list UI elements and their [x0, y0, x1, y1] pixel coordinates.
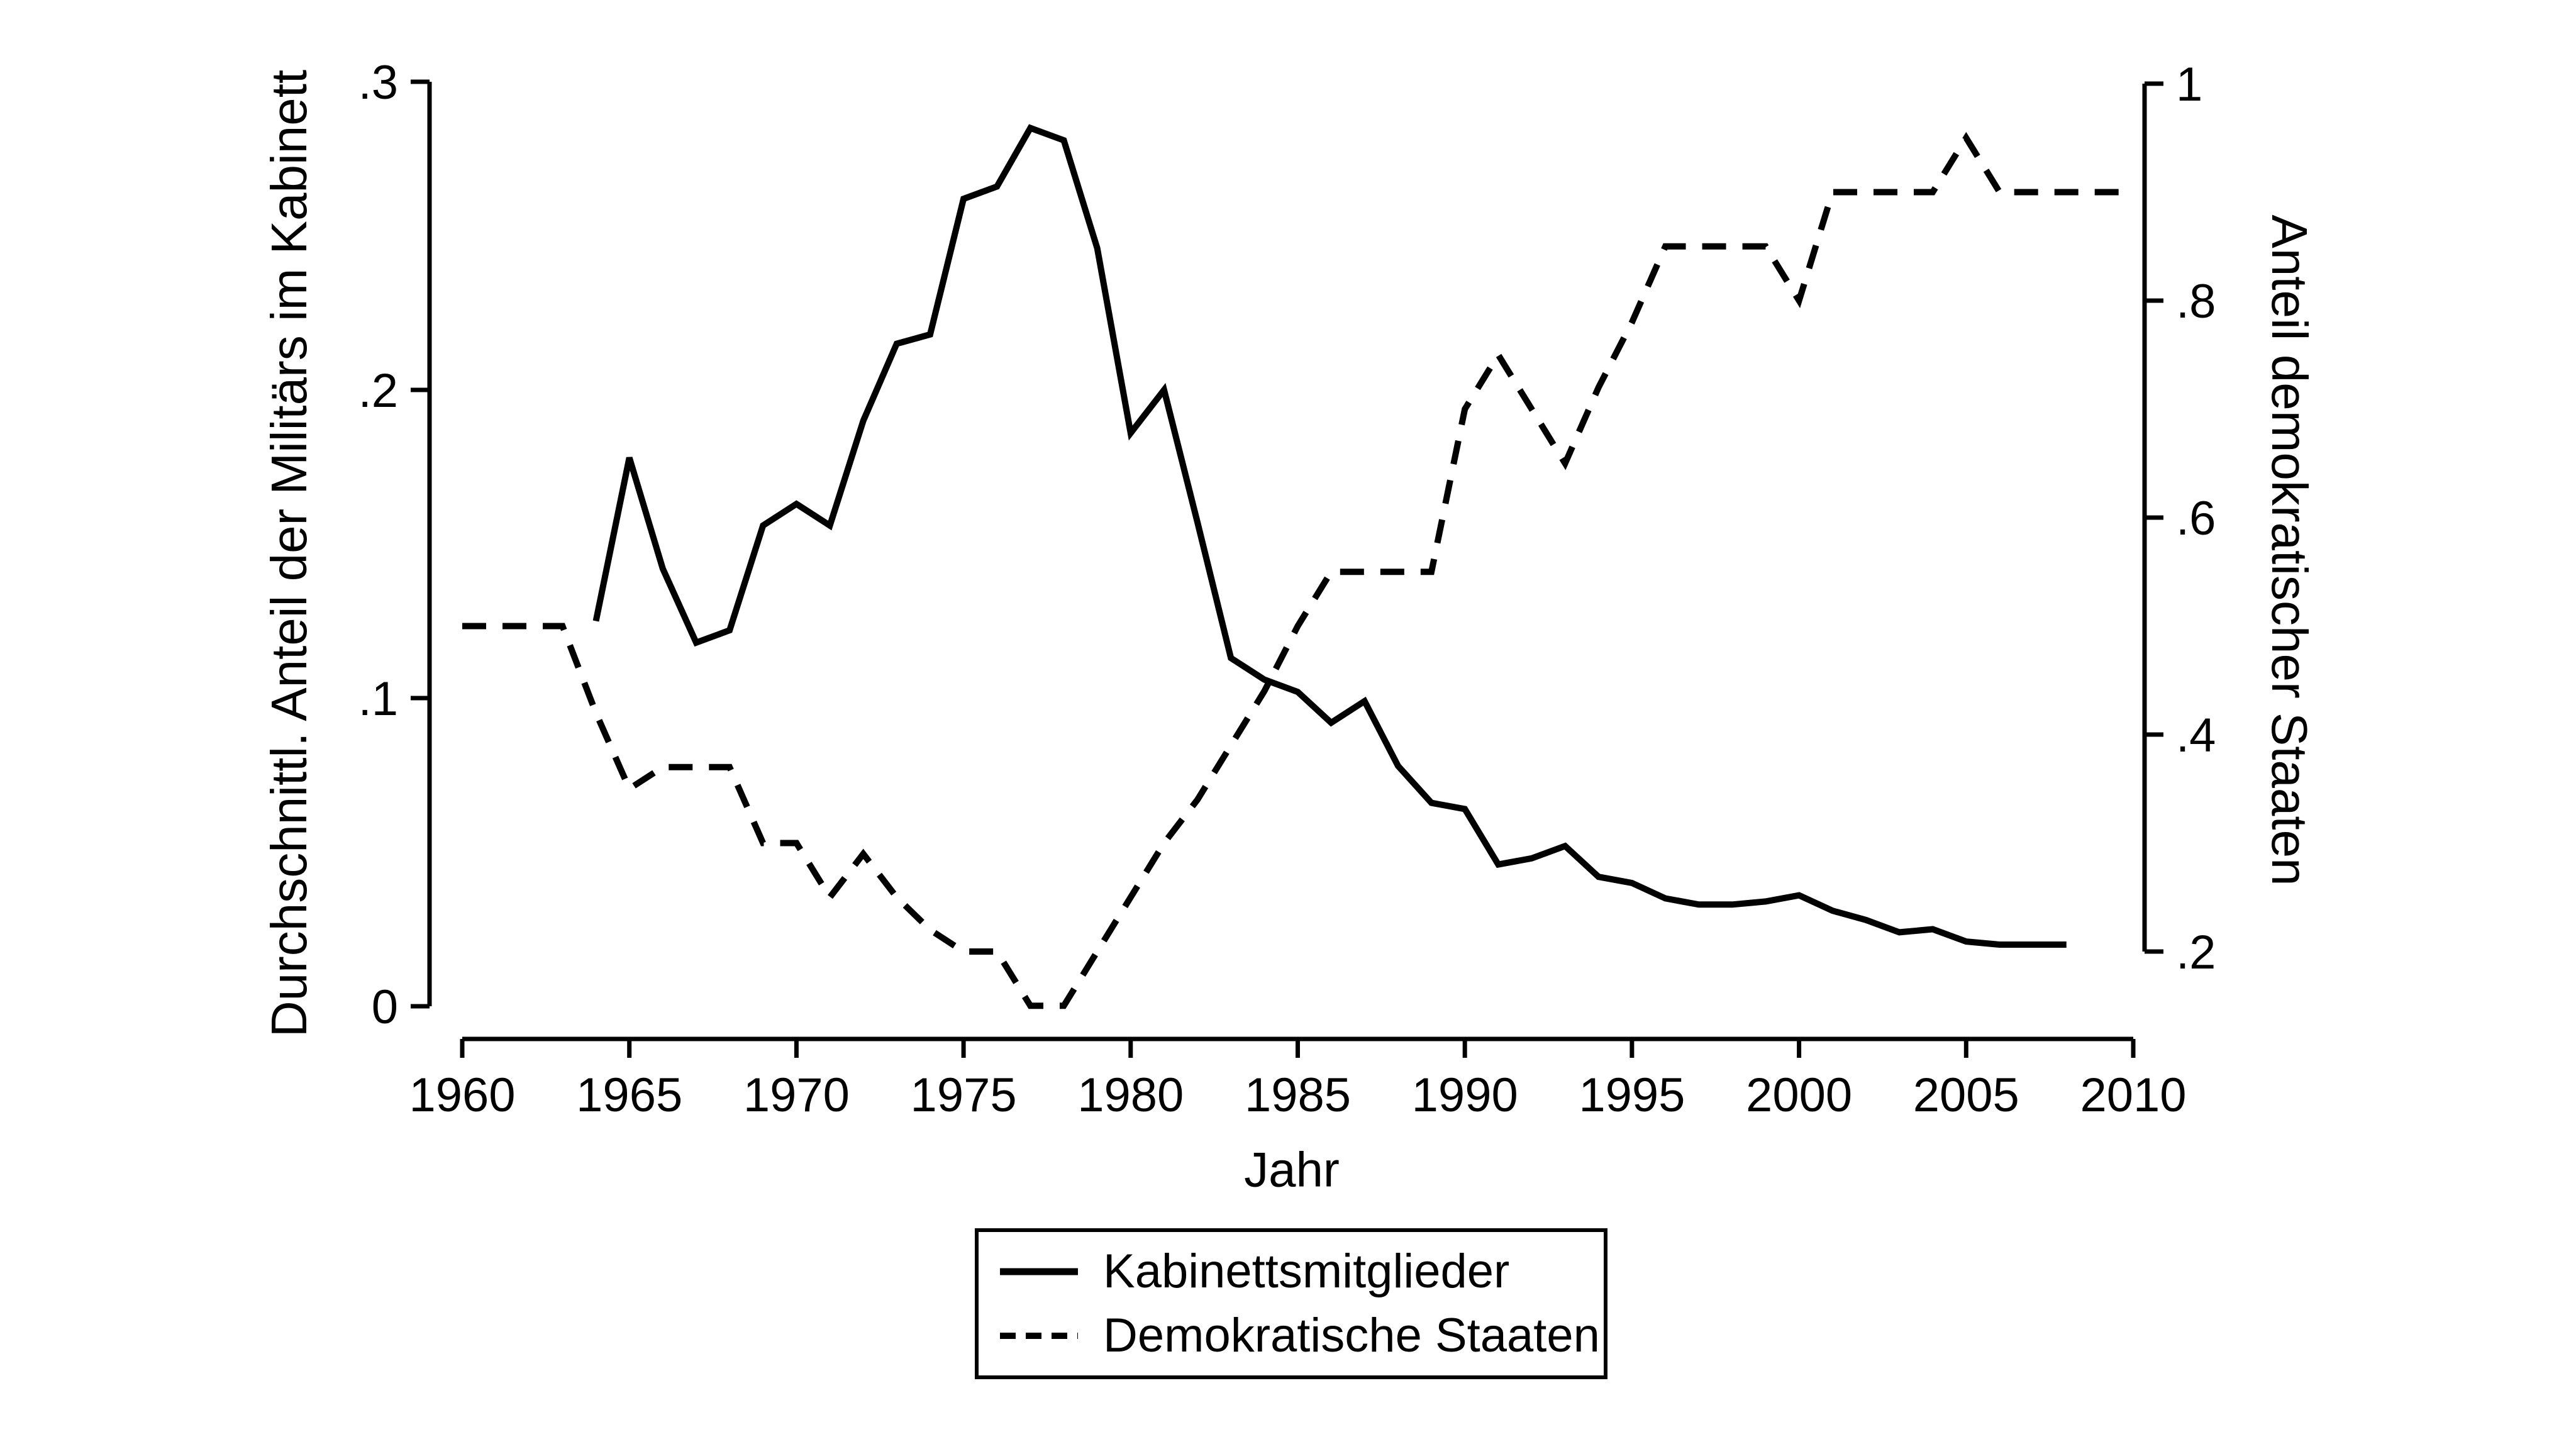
x-axis-tick-label: 1970 [743, 1069, 850, 1122]
x-axis-tick-label: 1960 [409, 1069, 515, 1122]
legend-item-demokratische-staaten: Demokratische Staaten [999, 1308, 1604, 1362]
y-axis-left-tick-label: 0 [372, 980, 398, 1034]
x-axis-tick-label: 1965 [576, 1069, 682, 1122]
x-axis-tick-label: 1985 [1245, 1069, 1351, 1122]
series-line-kabinettsmitglieder [592, 124, 2067, 948]
x-axis-tick-label: 2010 [2080, 1069, 2186, 1122]
y-axis-left-tick-label: .1 [358, 672, 398, 726]
x-axis-tick-label: 2005 [1913, 1069, 2019, 1122]
x-axis-tick-label: 1980 [1077, 1069, 1184, 1122]
legend-label: Kabinettsmitglieder [1103, 1245, 1510, 1299]
y-axis-right-tick-label: .8 [2176, 275, 2216, 328]
x-axis-tick-label: 2000 [1746, 1069, 1852, 1122]
y-axis-right-tick-label: .2 [2176, 926, 2216, 979]
y-axis-right-tick-label: 1 [2176, 58, 2202, 111]
series-line-demokratische-staaten [462, 131, 2133, 1009]
legend-solid-line-sample [1000, 1268, 1078, 1275]
legend-box: Kabinettsmitglieder Demokratische Staate… [975, 1228, 1607, 1379]
legend-label: Demokratische Staaten [1103, 1308, 1600, 1362]
x-axis-tick-label: 1990 [1412, 1069, 1518, 1122]
y-axis-left-tick-label: .2 [358, 364, 398, 418]
y-axis-left-tick-label: .3 [358, 56, 398, 109]
y-axis-right-tick-label: .6 [2176, 492, 2216, 545]
legend-dashed-line-sample [1000, 1332, 1078, 1339]
x-axis-tick-label: 1995 [1579, 1069, 1685, 1122]
x-axis-title: Jahr [1244, 1141, 1340, 1197]
y-axis-right-title: Anteil demokratischer Staaten [2262, 214, 2318, 886]
y-axis-left-title: Durchschnittl. Anteil der Militärs im Ka… [261, 69, 317, 1038]
legend-item-kabinettsmitglieder: Kabinettsmitglieder [999, 1248, 1604, 1296]
y-axis-right-tick-label: .4 [2176, 709, 2216, 762]
x-axis-tick-label: 1975 [911, 1069, 1017, 1122]
